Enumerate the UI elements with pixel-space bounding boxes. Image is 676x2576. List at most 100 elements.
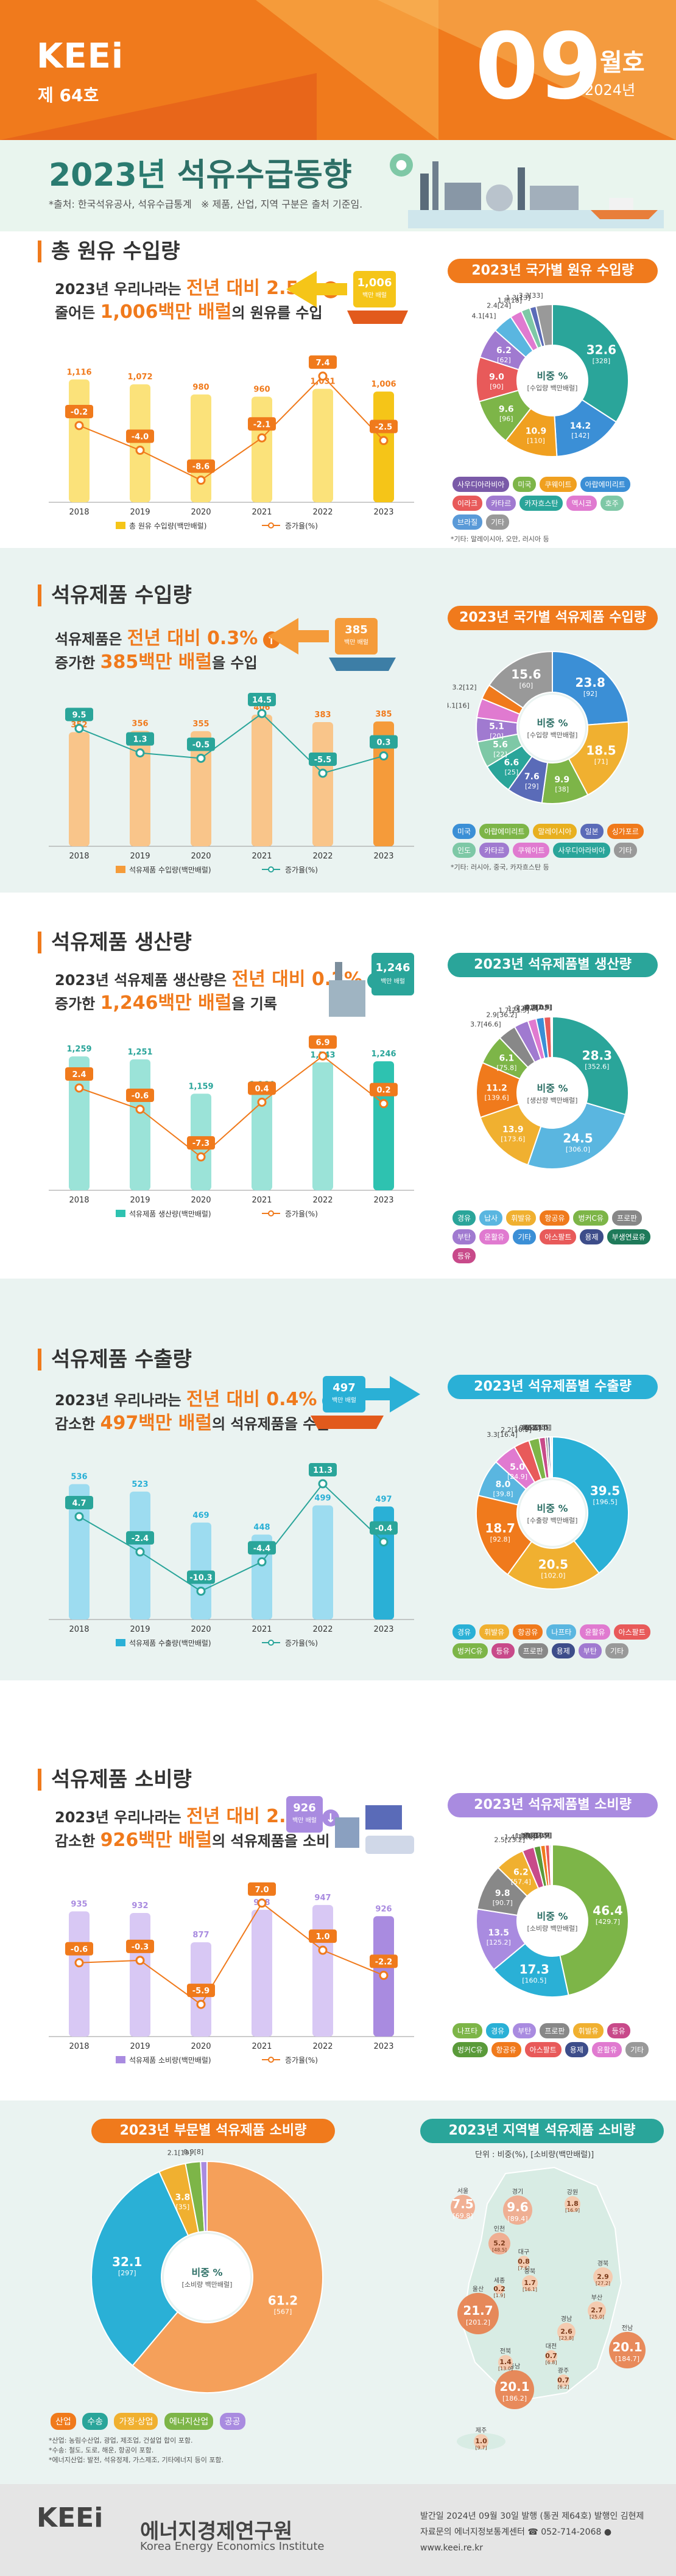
growth-line xyxy=(79,1902,384,2006)
bar xyxy=(252,1092,272,1190)
pie-center xyxy=(519,1060,585,1126)
pie-value-label: 10.9 xyxy=(526,426,547,436)
bar-value-label: 1,159 xyxy=(188,1082,213,1091)
s2-desc-post2: 을 수입 xyxy=(212,655,258,672)
legend-line-dot xyxy=(268,522,274,528)
x-tick-label: 2023 xyxy=(373,508,393,517)
p2-legend: 미국 아랍에미리트 말레이시아 일본 싱가포르인도 카타르 쿠웨이트 사우디아라비아 기타 *기… xyxy=(451,822,658,872)
p3-tag: 윤활유 xyxy=(479,1229,510,1244)
bar xyxy=(69,732,90,846)
pie-sub-label: [29] xyxy=(525,782,539,790)
growth-value-label: -0.3 xyxy=(132,1943,149,1952)
growth-label-bg xyxy=(126,1089,154,1102)
s2-tanker-icon: 385 백만 배럴 xyxy=(268,618,396,671)
region-value-label: 0.8 xyxy=(518,2258,530,2265)
region-value-label: 0.7 xyxy=(557,2376,569,2384)
pie-slice xyxy=(200,2160,208,2233)
pie-slice xyxy=(552,1016,629,1115)
pie-value-label: 5.6 xyxy=(493,740,508,750)
bar xyxy=(312,722,333,846)
region-value-label: 0.2 xyxy=(493,2285,505,2293)
pie-sub-label: [297] xyxy=(118,2269,136,2277)
bar-value-label: 1,031 xyxy=(310,377,335,387)
growth-value-label: -4.4 xyxy=(253,1544,270,1553)
region-sub-label: [13.0] xyxy=(498,2366,513,2371)
growth-point xyxy=(135,1956,145,1965)
bar-value-label: 877 xyxy=(192,1931,209,1940)
pie-outer-label: 2.1[19] xyxy=(167,2149,192,2157)
growth-point xyxy=(135,1547,145,1557)
page-title: 2023년 석유수급동향 xyxy=(49,149,352,195)
s3-desc-hl2: 1,246백만 배럴 xyxy=(100,992,232,1014)
region-sub-label: [16.9] xyxy=(565,2208,580,2213)
month-label: 월호 xyxy=(600,49,645,77)
bar-value-label: 980 xyxy=(192,383,209,392)
region-name-label: 세종 xyxy=(494,2277,505,2284)
p1-note: *기타: 말레이시아, 오만, 러시아 등 xyxy=(451,535,549,543)
growth-label-bg xyxy=(248,1882,276,1896)
growth-point xyxy=(257,1097,267,1107)
growth-label-bg xyxy=(187,1570,215,1584)
sector-note1: *산업: 농림수산업, 광업, 제조업, 건설업 합이 포함. xyxy=(49,2437,193,2444)
p1-tag: 호주 xyxy=(600,496,624,511)
pie-outer-label: 0.3[2.8] xyxy=(523,1831,550,1839)
bar-value-label: 935 xyxy=(71,1900,87,1909)
growth-value-label: -0.4 xyxy=(375,1525,392,1534)
bar xyxy=(373,391,394,502)
x-tick-label: 2021 xyxy=(252,2042,272,2051)
separator xyxy=(0,548,676,552)
growth-value-label: 1.3 xyxy=(133,735,147,745)
region-title: 2023년 지역별 석유제품 소비량 xyxy=(420,2119,664,2143)
legend-line-dot xyxy=(268,2057,274,2063)
pie-sub-label: [57.4] xyxy=(511,1878,531,1886)
growth-point xyxy=(318,1479,328,1489)
x-tick-label: 2023 xyxy=(373,2042,393,2051)
p1-tag: 카타르 xyxy=(486,496,516,511)
growth-label-bg xyxy=(309,1035,337,1049)
legend-bar-swatch xyxy=(116,1210,125,1217)
x-tick-label: 2020 xyxy=(191,508,211,517)
pie-sub-label: [90] xyxy=(490,382,504,390)
pie-value-label: 9.9 xyxy=(554,775,569,785)
bar xyxy=(312,1904,333,2037)
sector-tag: 에너지산업 xyxy=(164,2413,214,2430)
p4-tag: 용제 xyxy=(551,1643,575,1658)
s1-desc-pre1: 2023년 우리나라는 xyxy=(55,281,181,298)
p1-tag: 기타 xyxy=(486,514,510,530)
region-bubble xyxy=(495,2370,534,2409)
growth-value-label: 4.7 xyxy=(72,1499,86,1508)
p3-tag: 기타 xyxy=(513,1229,537,1244)
region-name-label: 강원 xyxy=(567,2189,578,2196)
s5-desc-hl2: 926백만 배럴 xyxy=(100,1830,213,1851)
pie-slice xyxy=(476,1494,533,1576)
p3-tag: 프로판 xyxy=(611,1210,643,1226)
p1-tag: 사우디아라비아 xyxy=(452,477,510,492)
growth-point xyxy=(196,1586,206,1596)
growth-label-bg xyxy=(370,735,398,749)
pie-center xyxy=(519,1480,585,1546)
legend-bar-label: 석유제품 소비량(백만배럴) xyxy=(129,2056,211,2065)
pie-slice xyxy=(552,1436,629,1574)
pie-outer-label: 1.4[18.0] xyxy=(516,1003,547,1011)
growth-value-label: -5.5 xyxy=(314,756,331,765)
s5-badge-unit: 백만 배럴 xyxy=(292,1816,317,1824)
growth-label-bg xyxy=(187,459,215,473)
s4-title: 석유제품 수출량 xyxy=(38,1349,192,1370)
region-bubble xyxy=(565,2196,580,2212)
legend-bar-label: 석유제품 수출량(백만배럴) xyxy=(129,1639,211,1648)
s2-description: 석유제품은 전년 대비 0.3% ↑ 증가한 385백만 배럴을 수입 xyxy=(55,627,280,675)
region-name-label: 부산 xyxy=(591,2294,602,2301)
footer xyxy=(0,2484,676,2576)
bar xyxy=(69,379,90,502)
bar-value-label: 1,006 xyxy=(371,380,396,389)
growth-label-bg xyxy=(65,1942,93,1956)
oil-drop-icon: ● xyxy=(390,153,413,177)
bar-value-label: 932 xyxy=(132,1901,148,1911)
p2-tag: 기타 xyxy=(613,843,637,858)
bar xyxy=(312,1505,333,1620)
pie-sub-label: [24.9] xyxy=(507,1473,527,1481)
s2-desc-hl1: 전년 대비 0.3% xyxy=(127,628,258,649)
s4-description: 2023년 우리나라는 전년 대비 0.4% ↓ 감소한 497백만 배럴의 석… xyxy=(55,1388,339,1436)
p3-tag: 부탄 xyxy=(452,1229,476,1244)
bar xyxy=(252,714,272,846)
